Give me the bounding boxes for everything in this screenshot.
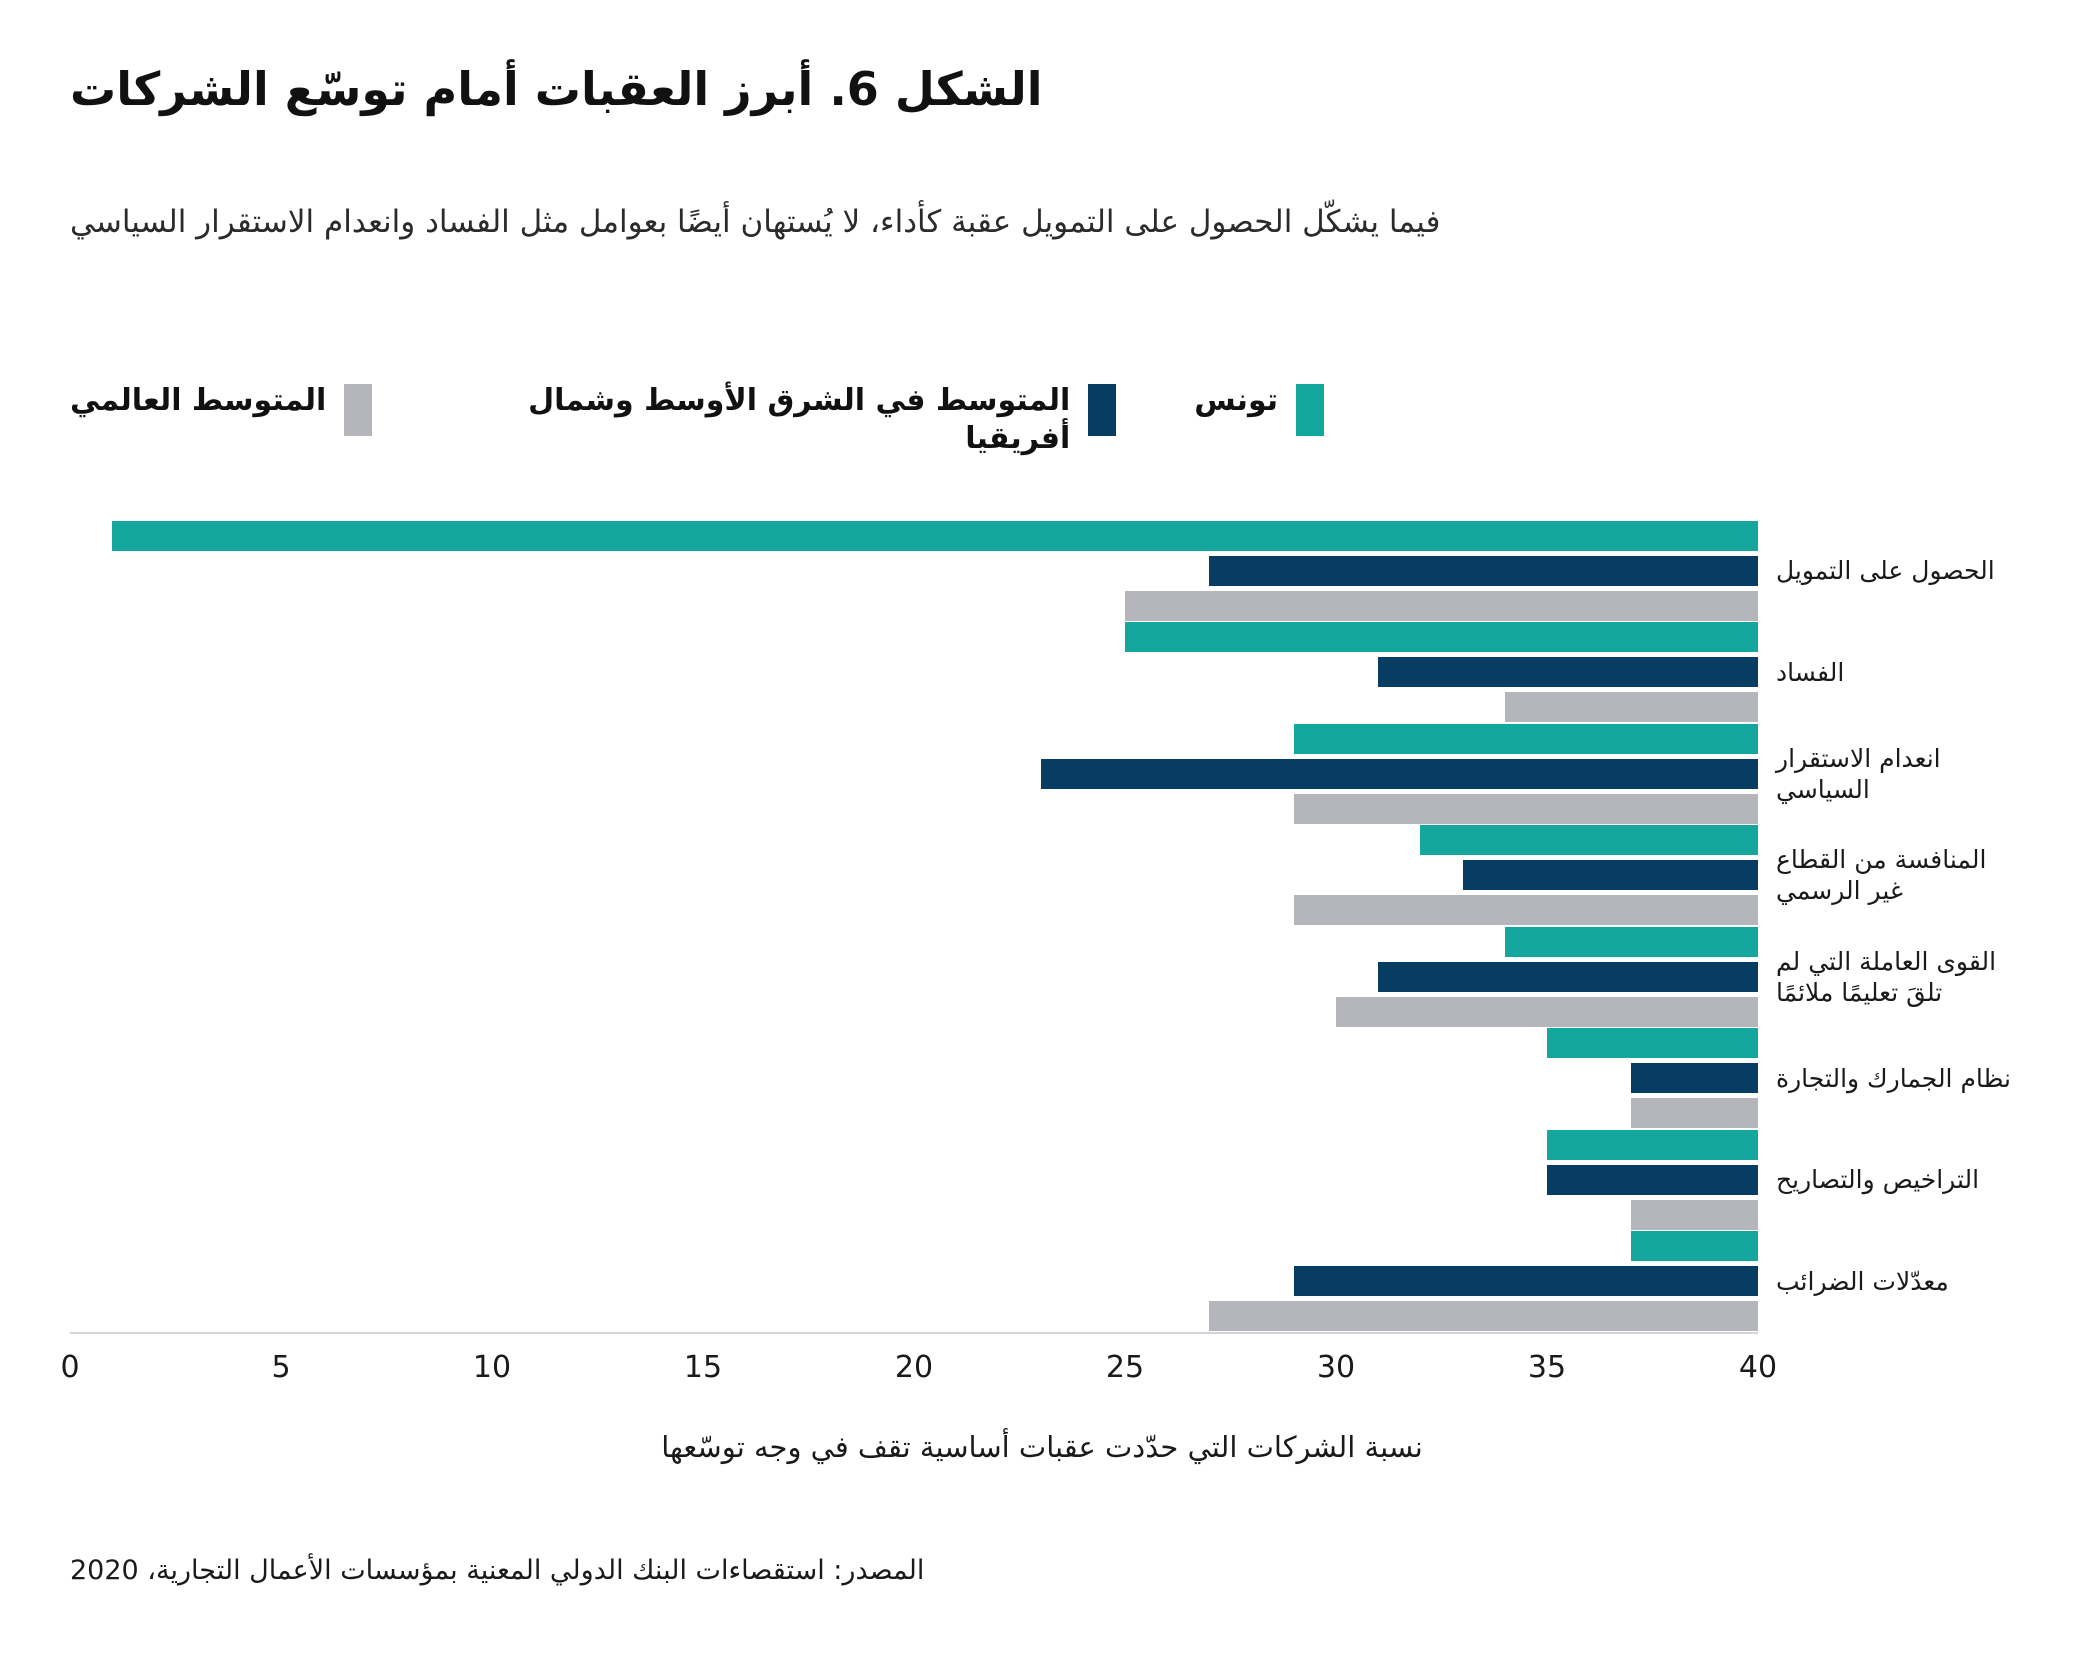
category-row: نظام الجمارك والتجارة: [1758, 1028, 2014, 1130]
x-axis-tick-label: 40: [1738, 1350, 1778, 1385]
legend-label-world: المتوسط العالمي: [70, 383, 327, 418]
bars-area: [70, 520, 1758, 1332]
bar-group: [70, 825, 1758, 927]
x-axis-ticks: 0 5 10 15 20 25 30 35 40: [60, 1342, 1777, 1396]
x-axis-tick-label: 35: [1527, 1350, 1567, 1385]
bar[interactable]: [1420, 825, 1758, 856]
bar-group: [70, 926, 1758, 1028]
category-row: القوى العاملة التي لم تلقَ تعليمًا ملائم…: [1758, 926, 2014, 1028]
bar-group: [70, 723, 1758, 825]
category-label: انعدام الاستقرار السياسي: [1776, 743, 1941, 804]
figure-subtitle: فيما يشكّل الحصول على التمويل عقبة كأداء…: [70, 204, 1441, 240]
bar-group: [70, 622, 1758, 724]
legend-item-world[interactable]: المتوسط العالمي: [70, 382, 373, 436]
bar[interactable]: [1631, 1231, 1758, 1262]
x-axis-tick-label: 15: [683, 1350, 723, 1385]
bar[interactable]: [1631, 1063, 1758, 1094]
category-row: معدّلات الضرائب: [1758, 1231, 2014, 1333]
legend-swatch-tunisia-icon: [1296, 384, 1325, 436]
bar-group: [70, 1028, 1758, 1130]
bar[interactable]: [1209, 555, 1758, 586]
bar[interactable]: [1631, 1199, 1758, 1230]
category-row: الحصول على التمويل: [1758, 520, 2014, 622]
bar[interactable]: [1125, 590, 1758, 621]
bar[interactable]: [1293, 793, 1758, 824]
category-row: المنافسة من القطاع غير الرسمي: [1758, 825, 2014, 927]
bar[interactable]: [1336, 996, 1758, 1027]
category-row: انعدام الاستقرار السياسي: [1758, 723, 2014, 825]
category-label: التراخيص والتصاريح: [1776, 1165, 1980, 1195]
bar-group: [70, 520, 1758, 622]
chart-legend: تونس المتوسط في الشرق الأوسط وشمال أفريق…: [70, 382, 2014, 457]
legend-item-mena[interactable]: المتوسط في الشرق الأوسط وشمال أفريقيا: [450, 382, 1117, 457]
bar[interactable]: [1631, 1098, 1758, 1129]
x-axis-tick-label: 25: [1105, 1350, 1145, 1385]
x-axis-line: [70, 1332, 1758, 1334]
bar[interactable]: [1547, 1129, 1758, 1160]
bar[interactable]: [1547, 1164, 1758, 1195]
bar[interactable]: [1504, 692, 1758, 723]
category-row: التراخيص والتصاريح: [1758, 1129, 2014, 1231]
category-label: نظام الجمارك والتجارة: [1776, 1063, 2012, 1093]
bar[interactable]: [1209, 1301, 1758, 1332]
category-label: الحصول على التمويل: [1776, 556, 1995, 586]
bar[interactable]: [1378, 961, 1758, 992]
x-axis-tick-label: 30: [1316, 1350, 1356, 1385]
bar-group: [70, 1231, 1758, 1333]
category-label: القوى العاملة التي لم تلقَ تعليمًا ملائم…: [1776, 946, 1997, 1007]
bar[interactable]: [1462, 860, 1758, 891]
x-axis-tick-label: 10: [472, 1350, 512, 1385]
x-axis-caption: نسبة الشركات التي حدّدت عقبات أساسية تقف…: [661, 1430, 1423, 1464]
legend-swatch-mena-icon: [1088, 384, 1117, 436]
source-note: المصدر: استقصاءات البنك الدولي المعنية ب…: [70, 1555, 925, 1586]
x-axis-tick-label: 0: [60, 1350, 80, 1385]
page-title: الشكل 6. أبرز العقبات أمام توسّع الشركات: [70, 62, 1043, 116]
bar[interactable]: [1040, 758, 1758, 789]
bar[interactable]: [1547, 1028, 1758, 1059]
bar-chart: الحصول على التمويل الفساد انعدام الاستقر…: [60, 520, 2014, 1400]
category-axis: الحصول على التمويل الفساد انعدام الاستقر…: [1758, 520, 2014, 1332]
legend-label-tunisia: تونس: [1194, 383, 1279, 418]
x-axis-tick-label: 20: [894, 1350, 934, 1385]
bar[interactable]: [1378, 657, 1758, 688]
bar[interactable]: [112, 520, 1758, 551]
legend-swatch-world-icon: [344, 384, 373, 436]
bar[interactable]: [1293, 723, 1758, 754]
bar[interactable]: [1504, 926, 1758, 957]
category-label: معدّلات الضرائب: [1776, 1266, 1949, 1296]
legend-item-tunisia[interactable]: تونس: [1194, 382, 1325, 436]
category-label: المنافسة من القطاع غير الرسمي: [1776, 845, 1987, 906]
bar[interactable]: [1125, 622, 1758, 653]
x-axis-tick-label: 5: [271, 1350, 291, 1385]
bar[interactable]: [1293, 1266, 1758, 1297]
bar[interactable]: [1293, 895, 1758, 926]
category-row: الفساد: [1758, 622, 2014, 724]
category-label: الفساد: [1776, 657, 1845, 687]
legend-label-mena: المتوسط في الشرق الأوسط وشمال أفريقيا: [528, 383, 1071, 456]
bar-group: [70, 1129, 1758, 1231]
